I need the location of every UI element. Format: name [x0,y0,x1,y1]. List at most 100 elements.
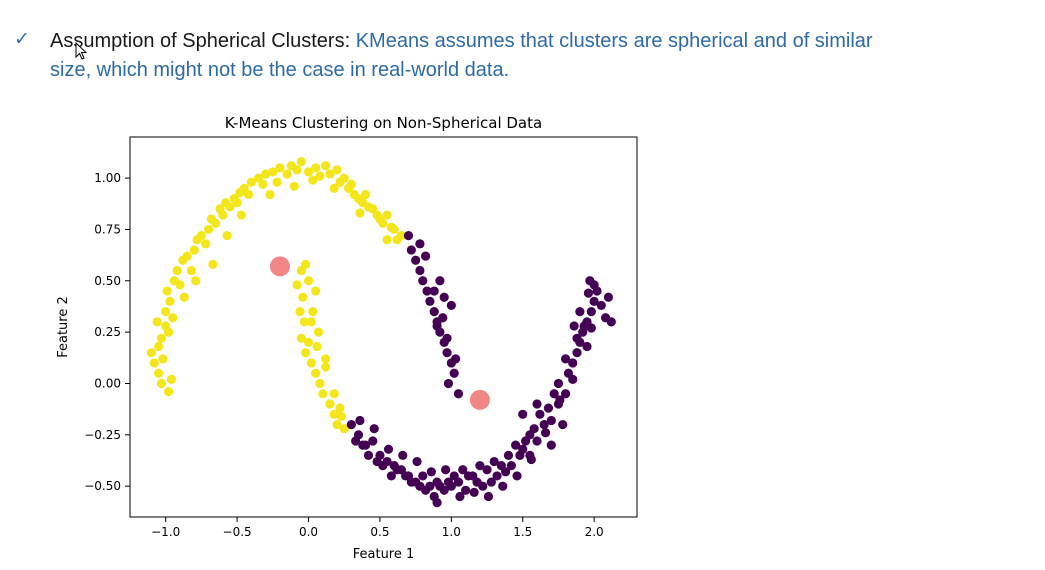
data-point [543,403,554,413]
data-point [201,239,211,249]
data-point [165,296,175,306]
data-point [308,306,318,317]
data-point [168,313,178,323]
data-point [355,415,365,426]
data-point [313,327,324,337]
data-point [443,378,454,389]
data-point [389,224,399,235]
data-point [560,354,571,364]
data-point [172,265,182,276]
data-point [182,251,192,261]
data-point [153,368,164,378]
data-point [246,177,256,187]
data-point [301,348,311,358]
data-point [321,161,331,171]
data-point [292,165,302,175]
data-point [268,167,278,177]
y-tick-label: 0.50 [94,274,121,288]
data-point [318,389,328,399]
data-point [156,378,167,389]
data-point [308,175,318,185]
data-point [606,317,616,327]
data-point [275,163,285,173]
data-point [225,202,235,212]
data-point [575,306,585,317]
data-point [532,436,542,446]
data-point [152,317,162,327]
data-point [501,467,511,477]
data-point [443,477,454,487]
data-point [422,286,432,296]
chart-title: K-Means Clustering on Non-Spherical Data [225,114,542,132]
y-tick-label: 0.75 [94,222,121,236]
data-point [332,165,342,175]
data-point [586,323,596,333]
x-tick-label: 0.0 [299,525,318,539]
bullet-description: KMeans assumes that clusters are spheric… [50,30,873,81]
data-point [572,333,582,343]
data-point [558,419,568,430]
x-tick-label: 1.5 [513,525,532,539]
data-point [540,428,551,438]
data-point [463,471,474,481]
data-point [418,471,428,481]
data-point [589,296,599,306]
data-point [546,440,556,450]
data-point [361,189,371,200]
data-point [179,292,189,302]
data-point [568,358,578,368]
data-point [303,167,314,177]
x-axis-label: Feature 1 [353,547,415,562]
data-point [382,210,392,220]
data-point [315,171,325,181]
data-point [582,341,592,352]
data-point [403,230,414,241]
data-point [529,424,539,434]
data-point [363,450,374,460]
data-point [311,163,321,173]
data-point [526,454,536,465]
centroid-marker [469,389,490,410]
data-point [175,280,185,290]
data-point [406,477,416,487]
x-tick-label: −0.5 [223,525,252,539]
data-point [315,378,325,389]
scatter-chart: −1.0 −0.5 0.0 0.5 1.0 1.5 2.0 −0.50 −0.25 0.00 0.2… [56,114,638,562]
data-point [301,259,311,269]
data-point [368,436,378,446]
check-icon: ✓ [14,28,30,50]
x-tick-label: 1.0 [442,525,461,539]
data-point [415,239,425,249]
data-point [236,210,246,220]
data-point [336,411,346,421]
data-point [325,169,335,179]
data-point [161,306,171,317]
data-point [553,378,564,389]
data-point [153,341,164,352]
data-point [398,450,408,460]
data-point [163,327,174,337]
data-point [546,415,556,426]
data-point [329,389,339,399]
data-point [355,208,365,218]
data-point [311,368,321,378]
data-point [191,276,201,286]
data-point [303,337,314,348]
data-point [386,471,396,481]
data-point [441,465,451,475]
data-point [346,179,356,189]
data-point [498,481,508,491]
data-point [411,255,421,265]
y-tick-label: 0.00 [94,376,121,390]
data-point [453,389,464,399]
data-point [272,177,282,187]
data-point [569,321,579,331]
data-point [412,456,422,467]
data-point [579,321,589,331]
data-point [429,306,439,317]
data-point [306,317,316,327]
data-point [442,348,452,358]
data-point [329,409,339,419]
data-point [232,198,242,208]
data-point [321,362,331,372]
